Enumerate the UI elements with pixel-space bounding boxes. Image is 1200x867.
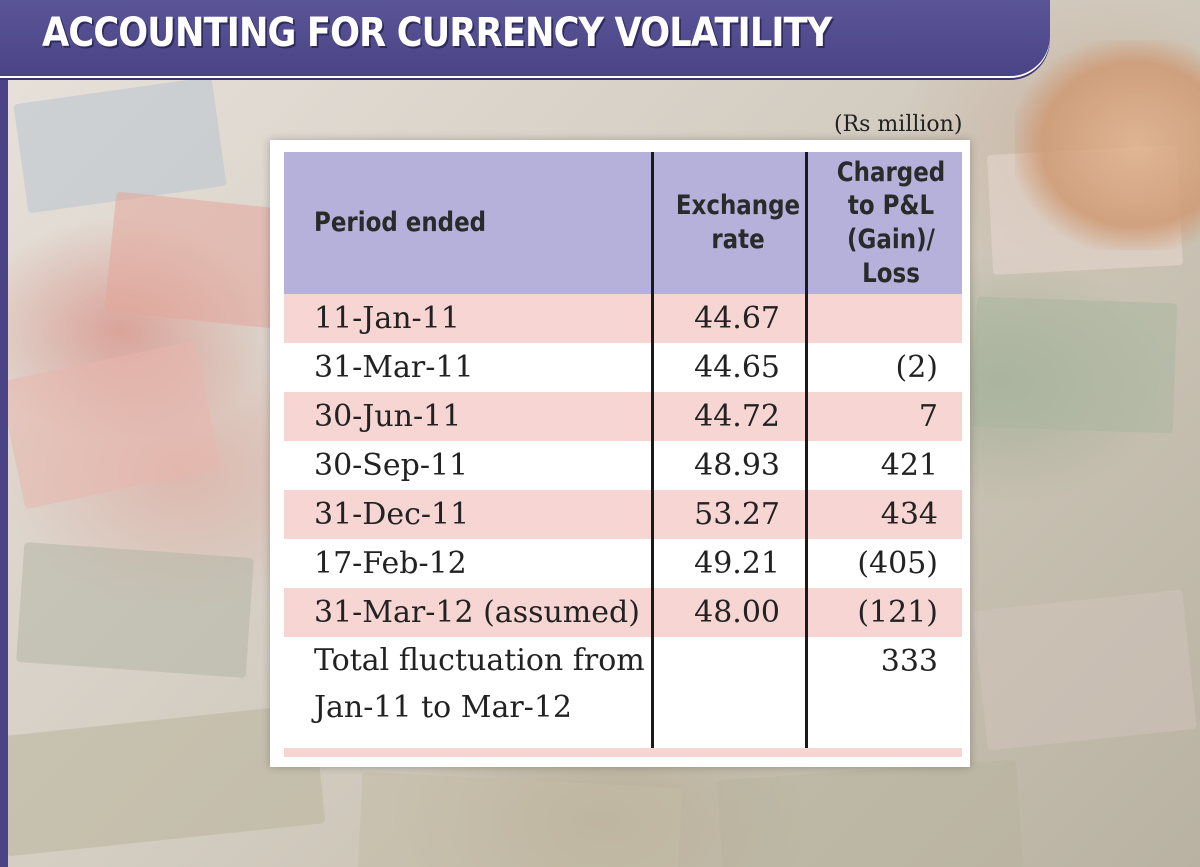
background-banknote — [716, 759, 1024, 867]
header-pl: Charged to P&L (Gain)/ Loss — [831, 152, 952, 294]
pl-cell: 434 — [880, 497, 938, 532]
rate-cell: 48.00 — [694, 595, 780, 630]
pl-cell: (405) — [857, 546, 938, 581]
table-row: 30-Sep-11 48.93 421 — [284, 441, 962, 490]
background-banknote — [16, 542, 254, 678]
rate-cell: 44.65 — [694, 350, 780, 385]
total-rate-cell — [668, 637, 780, 686]
table-row: 30-Jun-11 44.72 7 — [284, 392, 962, 441]
period-cell: 31-Mar-12 (assumed) — [314, 595, 640, 630]
header-exchange-rate: Exchange rate — [675, 152, 801, 294]
header-period-label: Period ended — [314, 207, 487, 239]
total-pl-cell: 333 — [880, 644, 938, 679]
period-cell: 31-Dec-11 — [314, 497, 470, 532]
column-divider — [651, 152, 654, 748]
period-cell: 30-Jun-11 — [314, 399, 462, 434]
background-banknote — [973, 589, 1197, 751]
rate-cell: 53.27 — [694, 497, 780, 532]
units-label: (Rs million) — [834, 112, 963, 137]
hand-photo — [1015, 40, 1200, 250]
pl-cell — [820, 294, 938, 343]
rate-cell: 44.67 — [694, 301, 780, 336]
total-label: Total fluctuation from Jan-11 to Mar-12 — [314, 643, 645, 725]
total-row: Total fluctuation from Jan-11 to Mar-12 … — [284, 637, 962, 731]
pl-cell: 421 — [880, 448, 938, 483]
table-row: 31-Mar-11 44.65 (2) — [284, 343, 962, 392]
table-row: 31-Dec-11 53.27 434 — [284, 490, 962, 539]
header-pl-label: Charged to P&L (Gain)/ Loss — [836, 156, 946, 289]
period-cell: 17-Feb-12 — [314, 546, 467, 581]
table-header: Period ended Exchange rate Charged to P&… — [284, 152, 962, 294]
period-cell: 30-Sep-11 — [314, 448, 469, 483]
table-row: 11-Jan-11 44.67 — [284, 294, 962, 343]
period-cell: 11-Jan-11 — [314, 301, 460, 336]
title-banner: ACCOUNTING FOR CURRENCY VOLATILITY — [0, 0, 1050, 76]
header-period: Period ended — [314, 152, 486, 294]
background-banknote — [0, 340, 222, 510]
rate-cell: 48.93 — [694, 448, 780, 483]
table-row: 17-Feb-12 49.21 (405) — [284, 539, 962, 588]
rate-cell: 49.21 — [694, 546, 780, 581]
background-banknote — [972, 296, 1178, 434]
table-end-strip — [284, 748, 962, 757]
background-banknote — [104, 191, 286, 329]
data-table: Period ended Exchange rate Charged to P&… — [270, 140, 970, 767]
pl-cell: (2) — [895, 350, 939, 385]
pl-cell: (121) — [857, 595, 938, 630]
page-title: ACCOUNTING FOR CURRENCY VOLATILITY — [42, 10, 832, 56]
background-banknote — [357, 771, 683, 867]
rate-cell: 44.72 — [694, 399, 780, 434]
left-border — [0, 76, 8, 867]
pl-cell: 7 — [918, 399, 938, 434]
table-row: 31-Mar-12 (assumed) 48.00 (121) — [284, 588, 962, 637]
table-body: 11-Jan-11 44.67 31-Mar-11 44.65 (2) 30-J… — [284, 294, 962, 731]
column-divider — [805, 152, 808, 748]
header-rate-label: Exchange rate — [675, 190, 801, 255]
period-cell: 31-Mar-11 — [314, 350, 474, 385]
